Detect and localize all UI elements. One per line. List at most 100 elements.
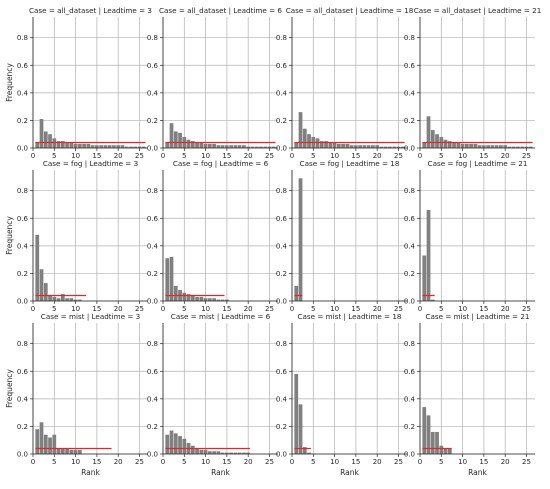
- x-tick-label: 0: [418, 458, 422, 466]
- bar: [422, 255, 427, 301]
- bar: [396, 146, 401, 148]
- bar: [362, 145, 367, 148]
- bar: [225, 452, 229, 454]
- bar: [120, 145, 125, 148]
- bar: [35, 234, 40, 301]
- x-tick-label: 0: [418, 152, 422, 160]
- y-tick-label: 0.6: [147, 368, 159, 376]
- x-tick-label: 20: [114, 305, 123, 313]
- bar: [35, 429, 40, 454]
- x-tick-label: 0: [31, 458, 35, 466]
- x-axis-label: Rank: [211, 468, 230, 477]
- bar: [460, 143, 465, 148]
- bar: [430, 130, 435, 148]
- x-tick-label: 0: [290, 305, 294, 313]
- x-tick-label: 0: [290, 458, 294, 466]
- bar: [60, 448, 65, 454]
- x-tick-label: 5: [52, 152, 56, 160]
- bar: [379, 146, 384, 148]
- bar: [332, 142, 337, 148]
- bar: [133, 146, 138, 148]
- x-tick-label: 5: [52, 305, 56, 313]
- bar: [182, 438, 187, 454]
- y-tick-label: 0.0: [17, 298, 28, 306]
- x-tick-label: 5: [439, 305, 443, 313]
- bar: [73, 143, 78, 148]
- bar: [371, 145, 375, 148]
- bar: [225, 145, 229, 148]
- x-tick-label: 5: [182, 458, 186, 466]
- y-tick-label: 0.0: [404, 298, 415, 306]
- y-tick-label: 0.8: [17, 340, 28, 348]
- bar: [315, 138, 320, 148]
- bar: [452, 142, 456, 148]
- bar: [43, 131, 48, 148]
- y-tick-label: 0.6: [276, 62, 288, 70]
- x-tick-label: 10: [458, 152, 467, 160]
- y-tick-label: 0.0: [276, 298, 287, 306]
- bar: [203, 298, 208, 301]
- x-tick-label: 10: [201, 458, 210, 466]
- x-tick-label: 25: [265, 458, 274, 466]
- bar: [216, 299, 221, 301]
- x-tick-label: 10: [71, 458, 80, 466]
- x-tick-label: 20: [244, 458, 253, 466]
- x-tick-label: 10: [330, 305, 339, 313]
- panel-title: Case = all_dataset | Leadtime = 18: [286, 6, 414, 15]
- x-tick-label: 0: [161, 152, 165, 160]
- bar: [186, 294, 191, 301]
- bar: [39, 269, 44, 301]
- y-tick-label: 0.2: [147, 117, 158, 125]
- x-tick-label: 25: [265, 305, 274, 313]
- x-tick-label: 15: [92, 152, 101, 160]
- x-tick-label: 20: [501, 458, 510, 466]
- bar: [494, 145, 499, 148]
- y-tick-label: 0.2: [17, 117, 28, 125]
- y-tick-label: 0.0: [276, 451, 287, 459]
- y-tick-label: 0.6: [17, 62, 29, 70]
- bar: [169, 123, 174, 148]
- x-tick-label: 25: [135, 458, 144, 466]
- y-tick-label: 0.8: [276, 340, 287, 348]
- y-tick-label: 0.2: [404, 117, 415, 125]
- panel-title: Case = fog | Leadtime = 6: [173, 159, 269, 168]
- bar: [464, 143, 469, 148]
- x-tick-label: 5: [182, 305, 186, 313]
- y-tick-label: 0.4: [404, 89, 416, 97]
- facet-panel: Case = mist | Leadtime = 18 0.0 0.2 0.4 0.6 0…: [276, 312, 407, 477]
- bar: [259, 146, 263, 148]
- bar: [52, 296, 57, 301]
- y-tick-label: 0.8: [17, 34, 28, 42]
- y-tick-label: 0.0: [276, 145, 287, 153]
- y-axis-label: Frequency: [5, 63, 14, 102]
- bar: [486, 145, 491, 148]
- panel-title: Case = fog | Leadtime = 18: [300, 159, 400, 168]
- bar: [73, 299, 78, 301]
- bar: [246, 146, 251, 148]
- bar: [447, 141, 452, 148]
- x-tick-label: 25: [135, 305, 144, 313]
- bar: [86, 143, 91, 148]
- bar: [178, 436, 182, 454]
- y-tick-label: 0.2: [17, 270, 28, 278]
- bar: [60, 294, 65, 301]
- x-tick-label: 25: [394, 458, 403, 466]
- x-tick-label: 10: [71, 152, 80, 160]
- bar: [173, 131, 178, 148]
- y-tick-label: 0.8: [404, 187, 415, 195]
- facet-panel: Case = all_dataset | Leadtime = 21 0.0 0.2…: [404, 6, 541, 160]
- y-tick-label: 0.8: [17, 187, 28, 195]
- x-tick-label: 20: [244, 305, 253, 313]
- x-tick-label: 10: [330, 458, 339, 466]
- y-tick-label: 0.4: [276, 89, 288, 97]
- bar: [503, 145, 508, 148]
- bar: [173, 433, 178, 454]
- bar: [426, 209, 431, 301]
- bar: [354, 145, 358, 148]
- bar: [39, 422, 44, 454]
- y-tick-label: 0.6: [276, 215, 288, 223]
- x-tick-label: 5: [52, 458, 56, 466]
- y-tick-label: 0.6: [276, 368, 288, 376]
- x-tick-label: 10: [458, 305, 467, 313]
- bar: [52, 434, 57, 454]
